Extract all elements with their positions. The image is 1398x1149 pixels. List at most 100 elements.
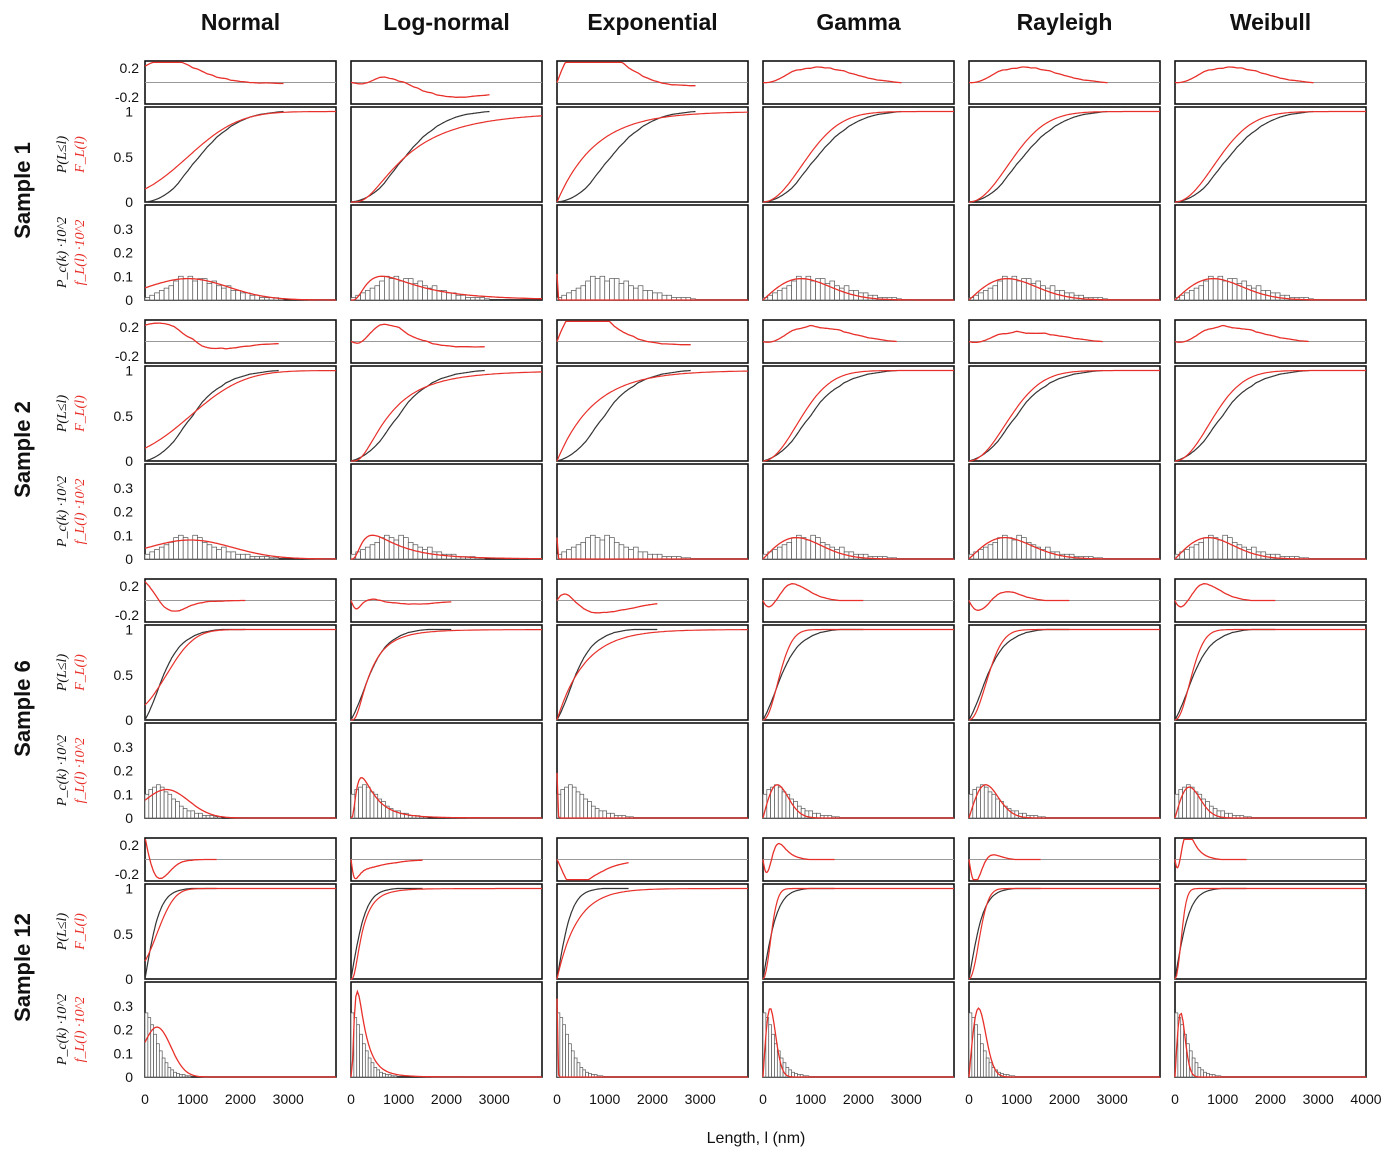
histogram-bar	[777, 786, 783, 819]
histogram-bar	[602, 810, 608, 819]
residual-series	[968, 330, 1103, 344]
histogram-bar	[1198, 285, 1205, 301]
histogram-bar	[216, 285, 222, 301]
histogram-bar	[465, 297, 471, 301]
histogram-bar	[829, 546, 835, 560]
column-titles: Normal Log-normal Exponential Gamma Rayleigh…	[201, 9, 1311, 35]
histogram-bar	[599, 275, 606, 301]
histogram-bar	[604, 534, 610, 560]
histogram-bar	[393, 539, 400, 560]
histogram-bar	[997, 280, 1003, 301]
histogram-bar	[211, 546, 217, 560]
histogram-bar	[364, 290, 371, 301]
pdf-frame	[1174, 981, 1367, 1078]
histogram-bar	[184, 1075, 189, 1078]
pdf-model-series	[556, 537, 748, 560]
cdf-tick-label: 0	[125, 712, 133, 728]
histogram-bar	[862, 292, 869, 301]
histogram-bar	[382, 1073, 386, 1078]
cdf-empirical-series	[144, 369, 279, 462]
histogram-bar	[1231, 278, 1238, 301]
panel-log-normal-sample-12	[350, 837, 543, 1078]
histogram-bar	[565, 1033, 569, 1078]
histogram-bar	[980, 1043, 984, 1078]
histogram-bar	[1035, 280, 1041, 301]
panel-rayleigh-sample-1	[968, 60, 1161, 301]
histogram-bar	[201, 815, 207, 819]
histogram-bar	[647, 553, 653, 560]
histogram-bar	[173, 280, 179, 301]
residual-series	[556, 593, 658, 614]
column-title: Gamma	[816, 9, 901, 35]
histogram-bar	[805, 539, 812, 560]
cdf-model-series	[351, 629, 542, 721]
histogram-bar	[623, 280, 629, 301]
cdf-frame	[556, 624, 749, 721]
histogram-bar	[362, 1043, 366, 1078]
histogram-bar	[154, 549, 160, 560]
pdf-empirical-label: P_c(k) ·10^2	[55, 217, 70, 289]
pdf-model-series	[556, 998, 748, 1078]
histogram-bar	[819, 278, 826, 301]
pdf-model-series	[1174, 277, 1366, 301]
panel-weibull-sample-1	[1174, 60, 1367, 301]
histogram-bar	[618, 283, 625, 301]
cdf-empirical-label: P(L≤l)	[55, 654, 70, 693]
cdf-model-series	[762, 110, 954, 203]
histogram-bar	[1217, 539, 1224, 560]
panel-rayleigh-sample-12	[968, 837, 1161, 1078]
residual-series	[144, 838, 217, 880]
x-tick-label: 2000	[225, 1091, 256, 1107]
residual-series	[762, 842, 835, 874]
cdf-model-series	[1174, 110, 1366, 203]
residual-series	[1174, 66, 1314, 84]
histogram-bar	[609, 278, 615, 301]
histogram-bar	[417, 280, 423, 301]
pdf-tick-label: 0.2	[114, 245, 134, 261]
cdf-model-series	[556, 111, 748, 203]
pdf-frame	[968, 981, 1161, 1078]
histogram-bar	[259, 556, 265, 560]
histogram-bar	[575, 287, 582, 301]
histogram-bar	[240, 553, 246, 560]
histogram-bar	[781, 544, 788, 560]
panel-exponential-sample-1	[556, 60, 749, 301]
residual-series	[556, 61, 696, 87]
histogram-bar	[580, 542, 587, 560]
histogram-bar	[171, 798, 176, 819]
histogram-bar	[167, 1067, 172, 1078]
x-tick-label: 1000	[795, 1091, 826, 1107]
histogram-bar	[579, 793, 585, 819]
pdf-model-label: f_L(l) ·10^2	[73, 479, 88, 545]
residual-tick-label: 0.2	[120, 837, 140, 853]
histogram-bar	[176, 1073, 180, 1078]
histogram-bar	[637, 551, 644, 560]
x-tick-label: 1000	[1001, 1091, 1032, 1107]
x-tick-label: 0	[965, 1091, 973, 1107]
histogram-bar	[407, 278, 414, 301]
cdf-frame	[350, 883, 543, 980]
histogram-bar	[560, 789, 565, 819]
cdf-frame	[968, 883, 1161, 980]
cdf-tick-label: 1	[125, 104, 133, 120]
cdf-tick-label: 0.5	[114, 926, 134, 942]
histogram-bar	[149, 294, 155, 301]
histogram-bar	[599, 539, 606, 560]
histogram-bar	[1227, 537, 1233, 560]
histogram-bar	[379, 1071, 383, 1078]
cdf-tick-label: 1	[125, 622, 133, 638]
histogram-bar	[585, 537, 591, 560]
panel-normal-sample-12	[144, 837, 337, 1078]
row-title: Sample 2	[10, 401, 35, 498]
histogram-bar	[149, 551, 155, 560]
cdf-frame	[144, 883, 337, 980]
x-tick-label: 3000	[891, 1091, 922, 1107]
histogram-bar	[580, 285, 587, 301]
histogram-bar	[591, 805, 596, 819]
histogram-bar	[1203, 1071, 1207, 1078]
histogram-bar	[774, 784, 779, 819]
residual-series	[144, 581, 246, 612]
pdf-model-series	[968, 1007, 1160, 1078]
cdf-model-series	[144, 110, 336, 190]
